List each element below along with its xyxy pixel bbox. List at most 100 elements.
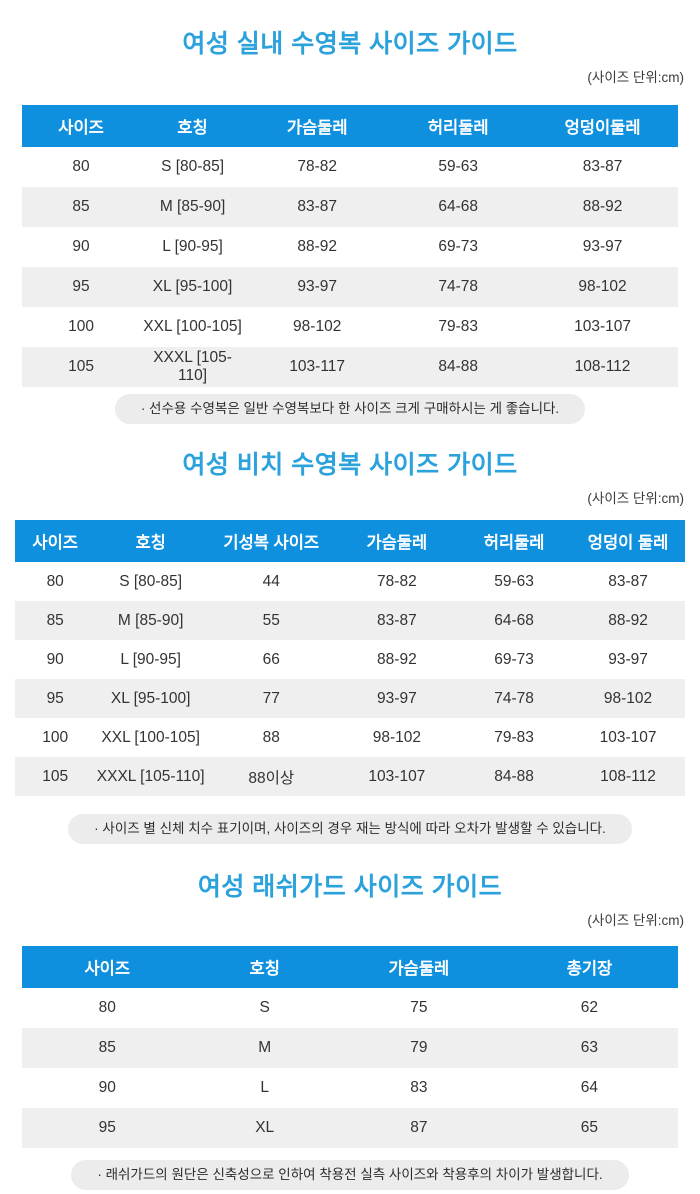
table-cell: 87 bbox=[336, 1108, 501, 1148]
table-cell: S [80-85] bbox=[119, 572, 183, 590]
table-header-row: 사이즈 호칭 가슴둘레 허리둘레 엉덩이둘레 bbox=[22, 105, 678, 147]
table-cell: L [90-95] bbox=[120, 650, 181, 668]
table-cell: 63 bbox=[500, 1028, 678, 1068]
table-row: 100 XXL [100-105] 88 98-102 79-83 103-107 bbox=[15, 718, 685, 757]
table-cell: 93-97 bbox=[336, 679, 458, 718]
table-row: 80 S [80-85] 44 78-82 59-63 83-87 bbox=[15, 562, 685, 601]
header-cell: 호칭 bbox=[140, 105, 246, 147]
unit-label: (사이즈 단위:cm) bbox=[587, 70, 684, 85]
table-row: 85 M [85-90] 83-87 64-68 88-92 bbox=[22, 187, 678, 227]
table-cell: 69-73 bbox=[438, 238, 479, 255]
table-cell: XXXL [105-110] bbox=[140, 347, 246, 387]
table-cell: 88-92 bbox=[571, 601, 685, 640]
table-cell: 103-107 bbox=[336, 757, 458, 796]
header-cell: 엉덩이 둘레 bbox=[571, 520, 685, 562]
table-cell: 90 bbox=[46, 650, 64, 668]
header-cell: 사이즈 bbox=[22, 105, 141, 147]
table-cell: 88-92 bbox=[527, 187, 678, 227]
table-cell: L bbox=[260, 1079, 270, 1096]
table-cell: S [80-85] bbox=[161, 158, 224, 175]
header-cell: 사이즈 bbox=[22, 946, 193, 988]
table-cell: 93-97 bbox=[608, 650, 648, 668]
table-cell: 93-97 bbox=[582, 238, 623, 255]
header-cell: 호칭 bbox=[192, 946, 337, 988]
header-cell: 사이즈 bbox=[15, 520, 96, 562]
table-cell: 64-68 bbox=[457, 601, 572, 640]
unit-label: (사이즈 단위:cm) bbox=[587, 491, 684, 506]
table-cell: M [85-90] bbox=[140, 187, 246, 227]
table-row: 90 L [90-95] 66 88-92 69-73 93-97 bbox=[15, 640, 685, 679]
table-row: 85 M 79 63 bbox=[22, 1028, 678, 1068]
note-row: · 사이즈 별 신체 치수 표기이며, 사이즈의 경우 재는 방식에 따라 오차… bbox=[0, 814, 700, 844]
section-indoor-swimsuit: 여성 실내 수영복 사이즈 가이드 (사이즈 단위:cm) 사이즈 호칭 가슴둘레 허… bbox=[0, 27, 700, 424]
table-row: 80 S 75 62 bbox=[22, 988, 678, 1028]
table-cell: 75 bbox=[410, 999, 428, 1016]
table-cell: 62 bbox=[580, 999, 599, 1016]
table-cell: 83-87 bbox=[582, 158, 623, 175]
table-cell: 80 bbox=[98, 999, 116, 1016]
table-cell: 66 bbox=[262, 650, 280, 668]
note-row: · 선수용 수영복은 일반 수영복보다 한 사이즈 크게 구매하시는 게 좋습니… bbox=[0, 394, 700, 424]
table-cell: 83 bbox=[410, 1079, 428, 1096]
table-cell: XXL [100-105] bbox=[143, 318, 242, 335]
table-cell: XXL [100-105] bbox=[101, 728, 200, 746]
table-cell: 83-87 bbox=[245, 187, 390, 227]
size-table-rashguard: 사이즈 호칭 가슴둘레 총기장 80 S 75 62 85 M 79 63 90 L 83 64 95 XL 87… bbox=[22, 946, 678, 1148]
table-cell: 95 bbox=[22, 1108, 193, 1148]
table-cell: 95 bbox=[15, 679, 96, 718]
table-cell: 44 bbox=[262, 572, 280, 590]
note-pill: · 사이즈 별 신체 치수 표기이며, 사이즈의 경우 재는 방식에 따라 오차… bbox=[68, 814, 632, 844]
table-cell: 59-63 bbox=[438, 158, 479, 175]
note-row: · 래쉬가드의 원단은 신축성으로 인하여 착용전 실측 사이즈와 착용후의 차… bbox=[0, 1160, 700, 1190]
section-beach-swimsuit: 여성 비치 수영복 사이즈 가이드 (사이즈 단위:cm) 사이즈 호칭 기성복 사… bbox=[0, 448, 700, 844]
table-cell: 74-78 bbox=[457, 679, 572, 718]
table-row: 105 XXXL [105-110] 88이상 103-107 84-88 108-112 bbox=[15, 757, 685, 796]
table-cell: 85 bbox=[15, 601, 96, 640]
table-cell: 59-63 bbox=[494, 572, 534, 590]
table-cell: 80 bbox=[72, 158, 90, 175]
table-cell: 77 bbox=[205, 679, 337, 718]
table-cell: 65 bbox=[500, 1108, 678, 1148]
header-cell: 허리둘레 bbox=[457, 520, 572, 562]
table-cell: 88 bbox=[262, 728, 280, 746]
size-table-indoor: 사이즈 호칭 가슴둘레 허리둘레 엉덩이둘레 80 S [80-85] 78-82 59-63… bbox=[22, 105, 678, 387]
table-row: 95 XL [95-100] 77 93-97 74-78 98-102 bbox=[15, 679, 685, 718]
table-cell: 100 bbox=[42, 728, 69, 746]
table-cell: M bbox=[192, 1028, 337, 1068]
table-cell: 84-88 bbox=[389, 347, 528, 387]
table-cell: 90 bbox=[98, 1079, 116, 1096]
header-cell: 가슴둘레 bbox=[336, 946, 501, 988]
table-cell: 85 bbox=[22, 1028, 193, 1068]
table-row: 105 XXXL [105-110] 103-117 84-88 108-112 bbox=[22, 347, 678, 387]
table-cell: 88-92 bbox=[377, 650, 417, 668]
header-cell: 엉덩이둘레 bbox=[527, 105, 678, 147]
table-cell: 79 bbox=[336, 1028, 501, 1068]
table-cell: 83-87 bbox=[608, 572, 648, 590]
table-cell: 103-107 bbox=[599, 728, 657, 746]
table-cell: XL [95-100] bbox=[95, 679, 206, 718]
table-cell: 90 bbox=[72, 238, 90, 255]
table-cell: XXXL [105-110] bbox=[95, 757, 206, 796]
table-cell: 69-73 bbox=[494, 650, 534, 668]
table-cell: 88이상 bbox=[205, 757, 337, 796]
table-cell: 98-102 bbox=[293, 318, 342, 335]
unit-label: (사이즈 단위:cm) bbox=[587, 913, 684, 928]
table-cell: XL bbox=[192, 1108, 337, 1148]
table-row: 80 S [80-85] 78-82 59-63 83-87 bbox=[22, 147, 678, 187]
table-cell: 64-68 bbox=[389, 187, 528, 227]
table-row: 95 XL 87 65 bbox=[22, 1108, 678, 1148]
table-row: 90 L 83 64 bbox=[22, 1068, 678, 1108]
table-header-row: 사이즈 호칭 가슴둘레 총기장 bbox=[22, 946, 678, 988]
table-cell: 105 bbox=[22, 347, 141, 387]
header-cell: 기성복 사이즈 bbox=[205, 520, 337, 562]
section-title: 여성 실내 수영복 사이즈 가이드 bbox=[182, 30, 518, 58]
size-table-beach: 사이즈 호칭 기성복 사이즈 가슴둘레 허리둘레 엉덩이 둘레 80 S [80-85] 44… bbox=[15, 520, 685, 796]
table-cell: M [85-90] bbox=[95, 601, 206, 640]
table-cell: 103-117 bbox=[245, 347, 390, 387]
table-header-row: 사이즈 호칭 기성복 사이즈 가슴둘레 허리둘레 엉덩이 둘레 bbox=[15, 520, 685, 562]
table-cell: 103-107 bbox=[574, 318, 631, 335]
table-cell: 80 bbox=[46, 572, 64, 590]
table-cell: 108-112 bbox=[527, 347, 678, 387]
table-cell: 78-82 bbox=[297, 158, 338, 175]
